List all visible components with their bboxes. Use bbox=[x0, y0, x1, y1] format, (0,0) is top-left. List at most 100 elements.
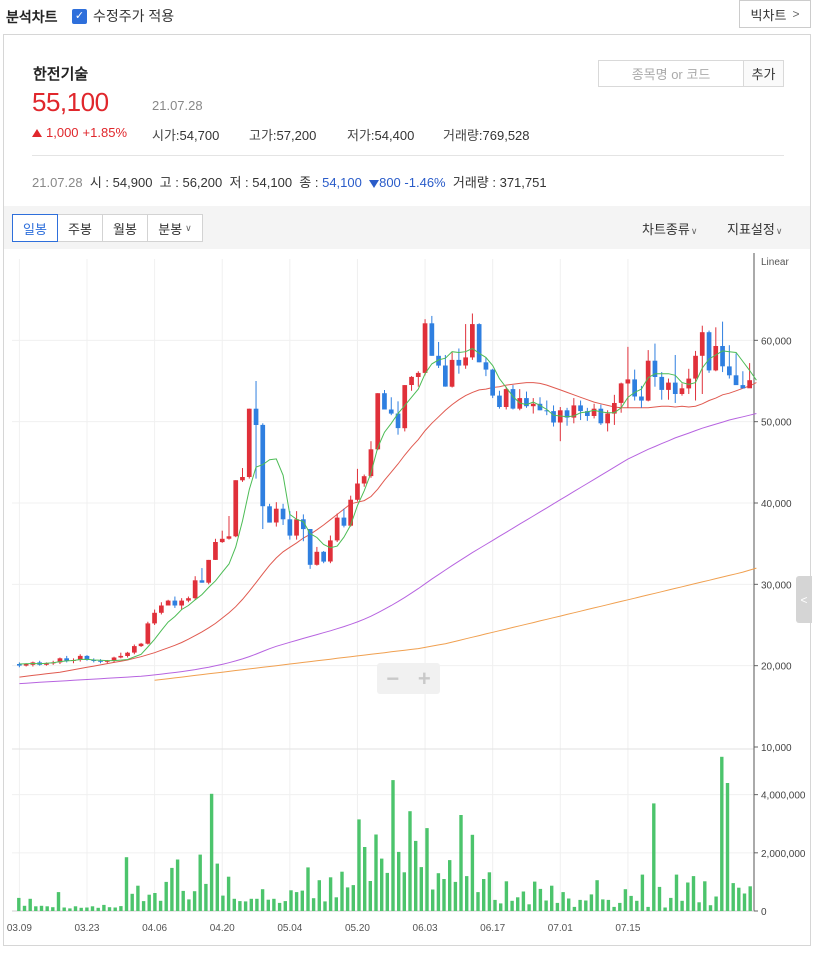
tab-daily[interactable]: 일봉 bbox=[12, 214, 58, 242]
candle-body bbox=[470, 324, 475, 358]
candle-body bbox=[571, 405, 577, 418]
volume-bar bbox=[351, 885, 355, 911]
volume-bar bbox=[414, 840, 418, 911]
volume-bar bbox=[572, 906, 577, 911]
candle-body bbox=[436, 355, 441, 366]
candle-body bbox=[361, 476, 367, 484]
ma60-line bbox=[19, 413, 757, 685]
candle-body bbox=[693, 355, 698, 379]
volume-bar bbox=[187, 899, 191, 911]
volume-bar bbox=[28, 898, 32, 911]
volume-bar bbox=[147, 894, 151, 911]
candle-body bbox=[422, 323, 428, 373]
tab-minute[interactable]: 분봉 ∨ bbox=[148, 214, 203, 242]
stock-change: 1,000 +1.85% bbox=[32, 125, 127, 140]
volume-bar bbox=[742, 893, 747, 911]
candle-body bbox=[145, 623, 151, 644]
volume-bar bbox=[674, 874, 679, 911]
volume-bar bbox=[482, 879, 486, 911]
candle-body bbox=[219, 538, 225, 543]
chart-area[interactable]: 03.09 03.23 04.06 04.20 05.04 05.20 06.03 06.17… bbox=[4, 249, 810, 945]
candle-body bbox=[314, 551, 320, 565]
volume-label: 거래량 bbox=[443, 128, 479, 143]
candle-body bbox=[476, 324, 482, 363]
add-stock-button[interactable]: 추가 bbox=[743, 60, 784, 87]
candle-body bbox=[199, 580, 205, 583]
volume-bar bbox=[226, 876, 231, 911]
volume-bar bbox=[323, 901, 327, 911]
volume-bar bbox=[90, 906, 95, 911]
volume-bar bbox=[283, 901, 287, 911]
chart-type-dropdown[interactable]: 차트종류∨ bbox=[642, 219, 697, 238]
zoom-in-button[interactable]: + bbox=[417, 665, 431, 691]
volume-bar bbox=[136, 885, 140, 911]
candle-body bbox=[172, 600, 178, 606]
stock-search-input[interactable]: 종목명 or 코드 bbox=[598, 60, 744, 87]
checkbox-checked-icon[interactable]: ✓ bbox=[72, 8, 87, 24]
candle-body bbox=[57, 658, 63, 663]
candle-body bbox=[132, 646, 137, 653]
volume-bar bbox=[510, 900, 514, 911]
big-chart-button[interactable]: 빅차트 > bbox=[739, 0, 811, 28]
volume-bar bbox=[686, 882, 690, 911]
volume-bar bbox=[328, 877, 333, 911]
adjusted-price-toggle[interactable]: ✓ 수정주가 적용 bbox=[72, 6, 174, 26]
volume-bar bbox=[527, 904, 531, 911]
daily-high: 56,200 bbox=[182, 175, 223, 190]
volume-bar bbox=[584, 900, 588, 911]
volume-bar bbox=[221, 895, 225, 911]
candle-body bbox=[348, 499, 353, 526]
open-value: 54,700 bbox=[179, 128, 220, 143]
volume-bar bbox=[153, 893, 157, 911]
volume-bar bbox=[289, 890, 293, 911]
tab-weekly[interactable]: 주봉 bbox=[58, 214, 103, 242]
candle-body bbox=[747, 380, 752, 389]
candle-body bbox=[510, 389, 516, 409]
volume-bar bbox=[272, 898, 276, 911]
page-title: 분석차트 bbox=[6, 9, 58, 25]
volume-bar bbox=[85, 907, 89, 911]
volume-bar bbox=[521, 891, 526, 911]
candle-body bbox=[118, 655, 124, 658]
volume-bar bbox=[748, 886, 752, 911]
volume-bar bbox=[192, 891, 197, 911]
volume-bar bbox=[448, 860, 452, 911]
volume-bar bbox=[663, 907, 667, 911]
candle-body bbox=[91, 660, 97, 661]
volume-bar bbox=[708, 905, 713, 911]
zoom-out-button[interactable]: − bbox=[386, 665, 400, 691]
volume-bar bbox=[198, 854, 202, 911]
volume-bar bbox=[618, 902, 622, 911]
indicator-settings-dropdown[interactable]: 지표설정∨ bbox=[727, 219, 782, 238]
candle-body bbox=[192, 580, 198, 599]
candle-body bbox=[706, 332, 712, 371]
candle-body bbox=[111, 657, 117, 661]
volume-bar bbox=[175, 859, 180, 911]
volume-bar bbox=[204, 883, 208, 911]
volume-bar bbox=[130, 893, 134, 911]
candle-body bbox=[267, 506, 272, 523]
volume-y-tick-label: 0 bbox=[761, 907, 767, 918]
candle-body bbox=[375, 393, 381, 450]
ma5-line bbox=[19, 347, 757, 665]
candle-body bbox=[17, 664, 22, 666]
candle-body bbox=[84, 655, 90, 660]
candle-body bbox=[605, 413, 610, 424]
volume-bar bbox=[725, 783, 730, 911]
tab-monthly[interactable]: 월봉 bbox=[103, 214, 148, 242]
side-panel-toggle[interactable]: < bbox=[796, 576, 812, 623]
daily-change-percent: -1.46% bbox=[404, 175, 446, 190]
candle-body bbox=[686, 378, 692, 389]
volume-bar bbox=[243, 901, 248, 911]
volume-bar bbox=[39, 905, 44, 911]
volume-bar bbox=[635, 900, 639, 911]
candle-body bbox=[652, 360, 658, 377]
candle-body bbox=[598, 408, 604, 424]
price-volume-chart[interactable]: 03.09 03.23 04.06 04.20 05.04 05.20 06.03 06.17… bbox=[4, 249, 810, 945]
x-tick-label: 03.23 bbox=[74, 923, 99, 934]
volume-bar bbox=[266, 899, 270, 911]
volume-bar bbox=[107, 907, 112, 911]
low-label: 저가 bbox=[347, 128, 371, 143]
volume-bar bbox=[368, 881, 372, 911]
x-tick-label: 05.04 bbox=[277, 923, 302, 934]
